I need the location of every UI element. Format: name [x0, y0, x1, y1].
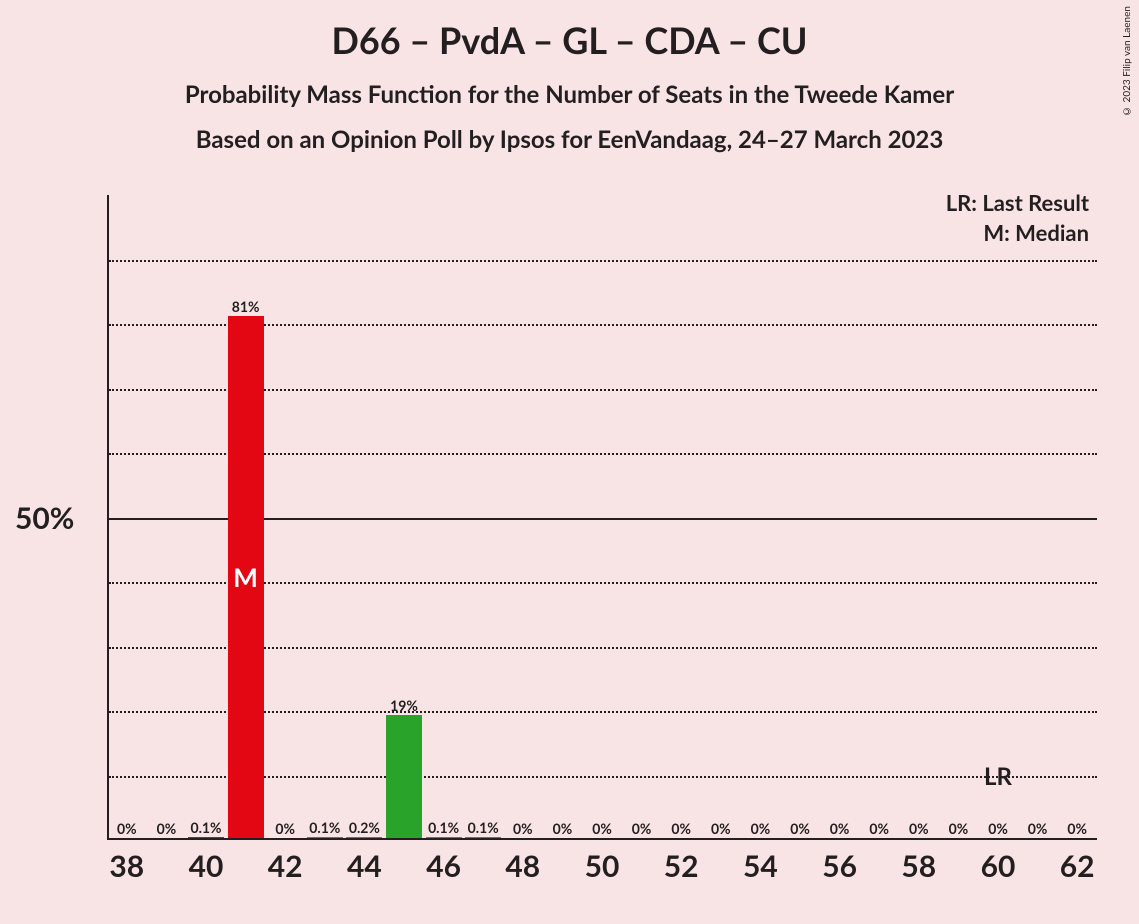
- gridline-90: [109, 260, 1097, 262]
- x-tick-52: 52: [664, 848, 699, 884]
- bar-label-52: 0%: [663, 820, 699, 837]
- legend-lr: LR: Last Result: [946, 189, 1089, 216]
- bar-label-47: 0.1%: [465, 819, 501, 836]
- bar-47: 0.1%: [465, 837, 501, 838]
- bar-label-53: 0%: [703, 820, 739, 837]
- x-tick-62: 62: [1060, 848, 1095, 884]
- bar-46: 0.1%: [426, 837, 462, 838]
- x-tick-60: 60: [981, 848, 1016, 884]
- bar-label-46: 0.1%: [426, 819, 462, 836]
- chart-plot-area: 50% LR: Last Result M: Median 0%0%0.1%81…: [107, 195, 1097, 840]
- bar-label-55: 0%: [782, 820, 818, 837]
- bar-label-61: 0%: [1020, 820, 1056, 837]
- bar-label-57: 0%: [861, 820, 897, 837]
- x-tick-42: 42: [268, 848, 303, 884]
- x-tick-48: 48: [505, 848, 540, 884]
- bar-label-45: 19%: [386, 697, 422, 714]
- legend-m: M: Median: [983, 219, 1089, 246]
- bar-label-50: 0%: [584, 820, 620, 837]
- x-tick-38: 38: [109, 848, 144, 884]
- bar-label-40: 0.1%: [188, 819, 224, 836]
- bar-label-44: 0.2%: [346, 819, 382, 836]
- bar-label-48: 0%: [505, 820, 541, 837]
- chart-title: D66 – PvdA – GL – CDA – CU: [0, 0, 1139, 62]
- bar-label-51: 0%: [624, 820, 660, 837]
- bar-label-54: 0%: [742, 820, 778, 837]
- x-tick-56: 56: [822, 848, 857, 884]
- bar-label-60: 0%: [980, 820, 1016, 837]
- bar-label-58: 0%: [901, 820, 937, 837]
- x-axis: [107, 838, 1097, 840]
- bar-label-42: 0%: [267, 820, 303, 837]
- bar-41: 81%M: [228, 316, 264, 838]
- chart-subtitle-2: Based on an Opinion Poll by Ipsos for Ee…: [0, 125, 1139, 154]
- bar-45: 19%: [386, 715, 422, 838]
- x-tick-40: 40: [189, 848, 224, 884]
- bar-label-39: 0%: [148, 820, 184, 837]
- chart-subtitle-1: Probability Mass Function for the Number…: [0, 80, 1139, 109]
- bar-label-38: 0%: [109, 820, 145, 837]
- x-tick-54: 54: [743, 848, 778, 884]
- bar-label-59: 0%: [940, 820, 976, 837]
- y-axis-label-50: 50%: [15, 500, 74, 536]
- bar-40: 0.1%: [188, 837, 224, 838]
- bar-label-49: 0%: [544, 820, 580, 837]
- bar-label-62: 0%: [1059, 820, 1095, 837]
- x-tick-44: 44: [347, 848, 382, 884]
- x-tick-46: 46: [426, 848, 461, 884]
- last-result-marker: LR: [984, 762, 1012, 791]
- median-marker: M: [228, 561, 264, 593]
- x-tick-50: 50: [585, 848, 620, 884]
- bar-44: 0.2%: [346, 837, 382, 838]
- bar-label-41: 81%: [228, 298, 264, 315]
- copyright-text: © 2023 Filip van Laenen: [1121, 6, 1133, 117]
- bar-label-43: 0.1%: [307, 819, 343, 836]
- bar-label-56: 0%: [822, 820, 858, 837]
- x-tick-58: 58: [901, 848, 936, 884]
- bar-43: 0.1%: [307, 837, 343, 838]
